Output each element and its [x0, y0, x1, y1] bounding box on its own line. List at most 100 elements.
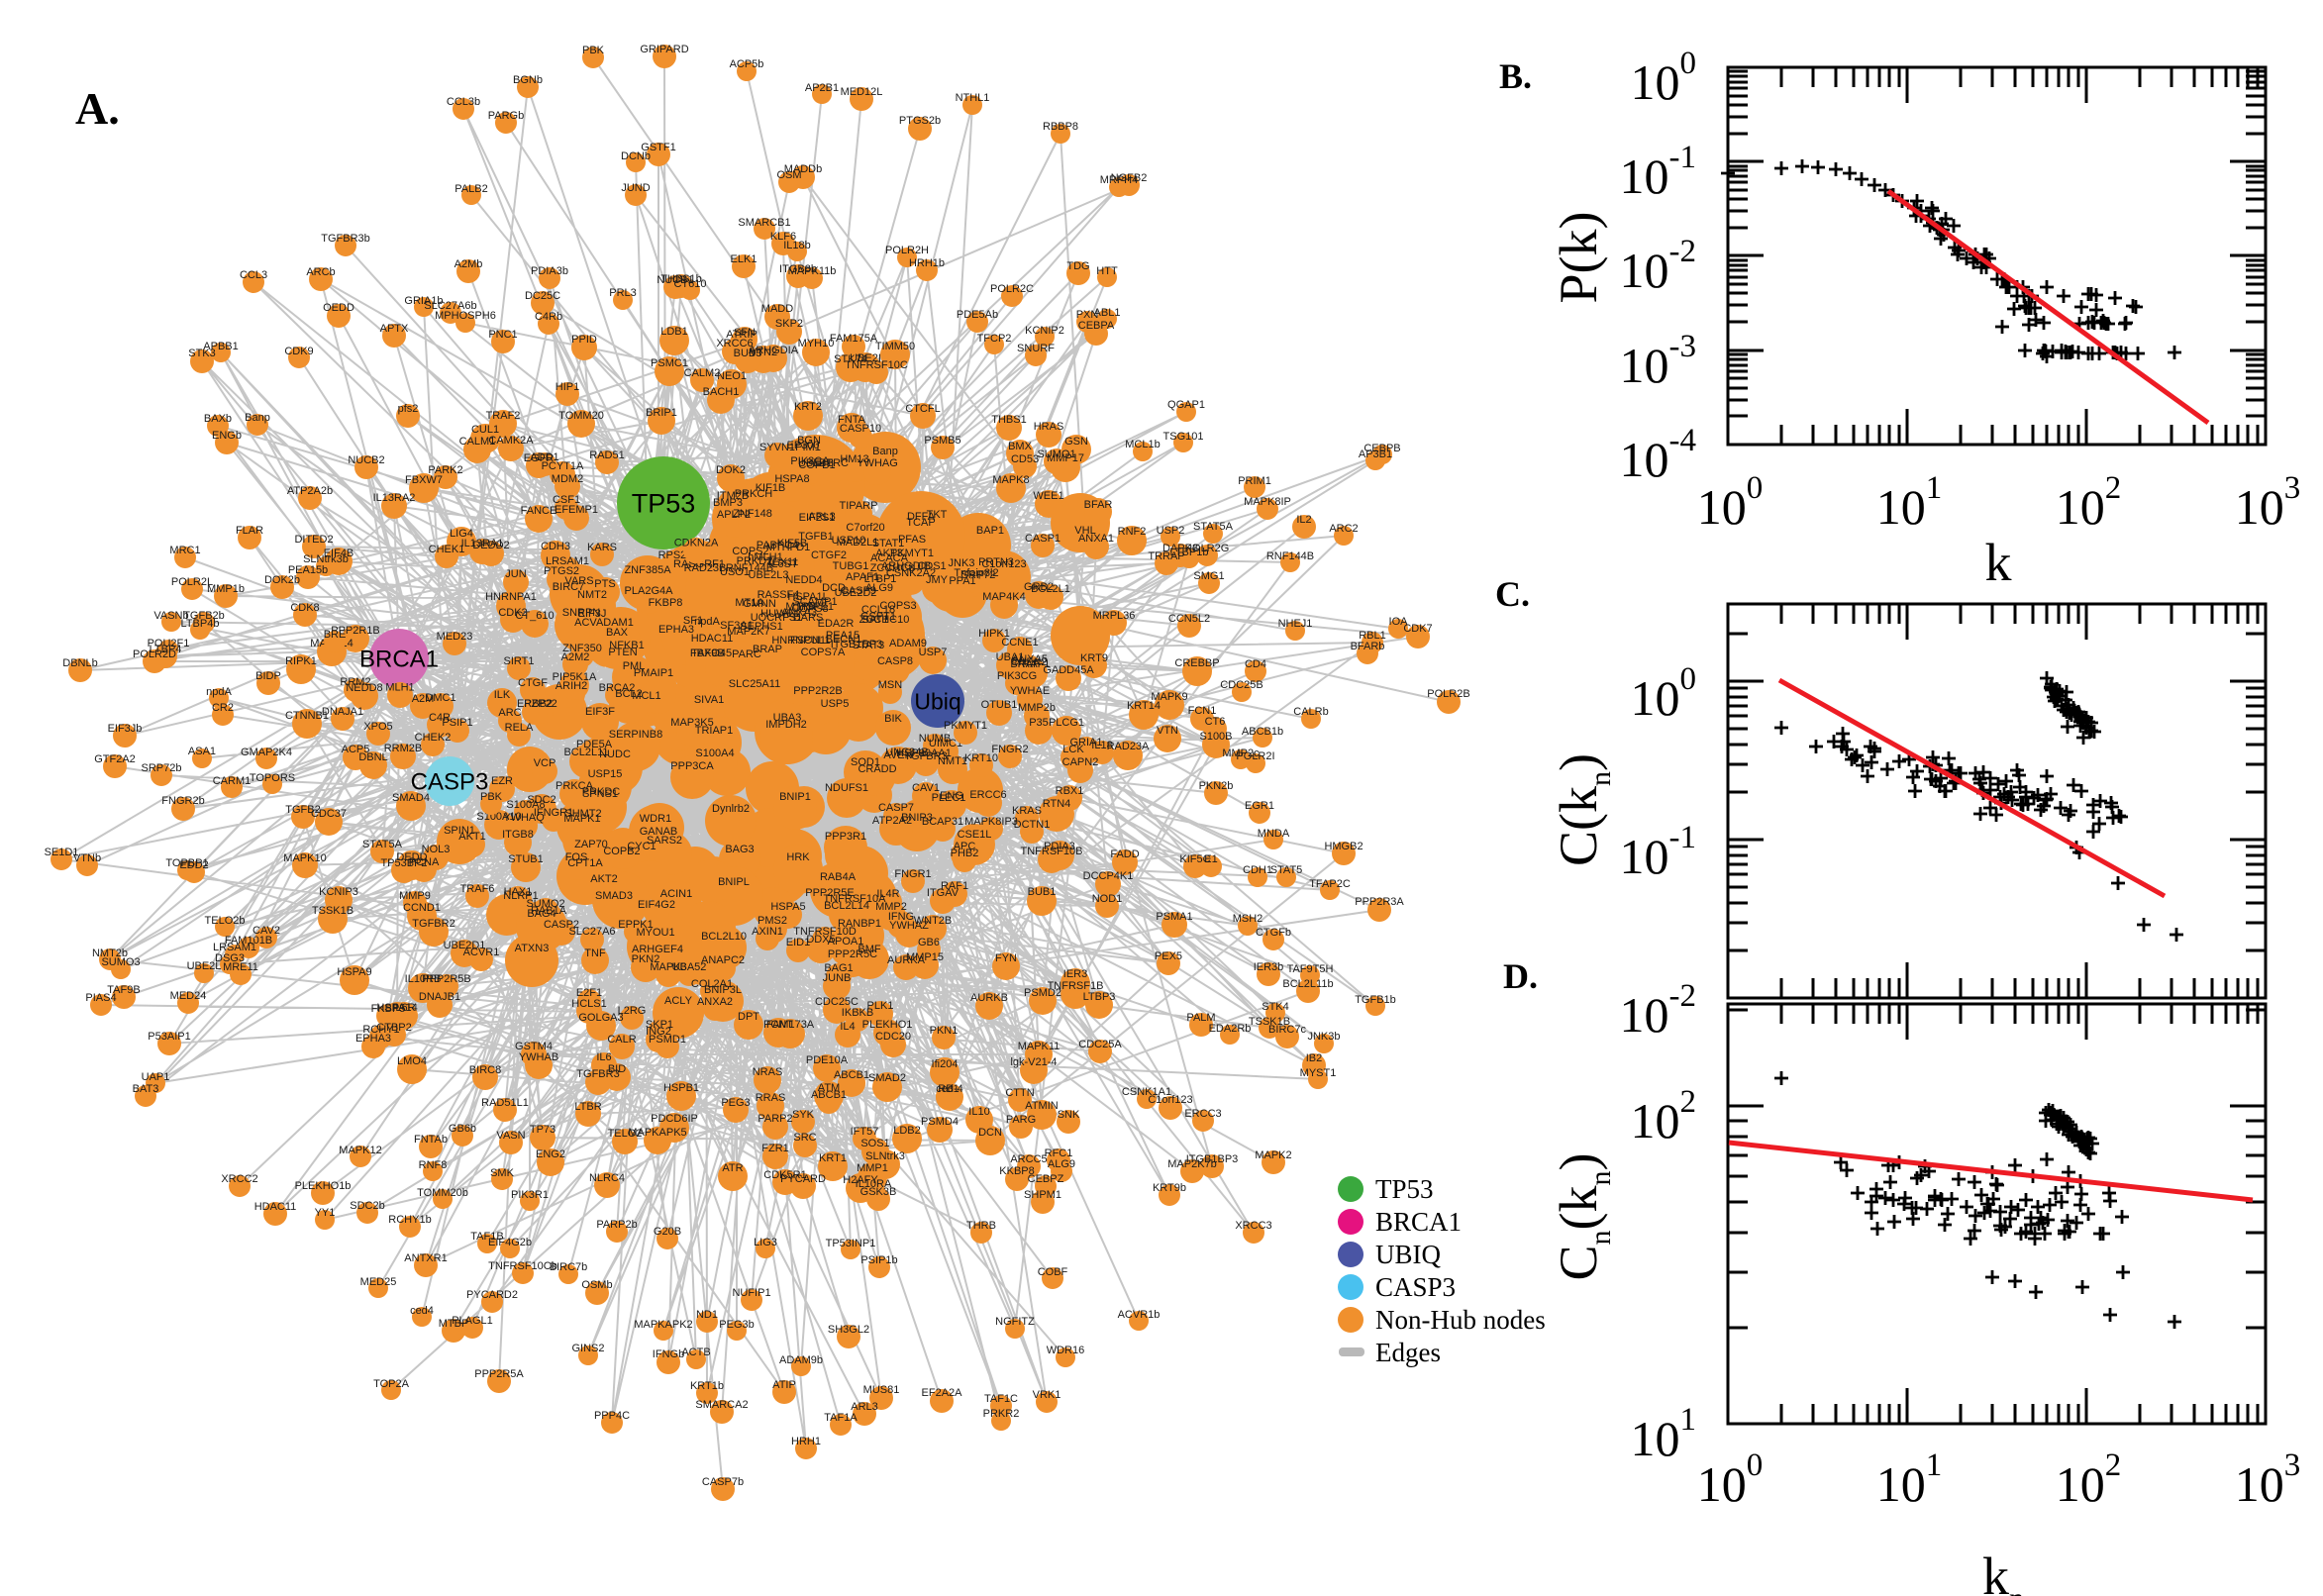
svg-text:THBS1: THBS1: [991, 414, 1026, 426]
svg-text:CDC25A: CDC25A: [1078, 1039, 1122, 1050]
svg-text:BUB1: BUB1: [1028, 886, 1057, 898]
svg-text:pfs2: pfs2: [398, 403, 419, 415]
svg-text:ENGb: ENGb: [212, 430, 242, 442]
svg-text:NUCB2: NUCB2: [348, 454, 384, 466]
svg-text:NRAS: NRAS: [753, 1066, 783, 1078]
svg-text:BCL2L1: BCL2L1: [1031, 583, 1070, 595]
svg-text:SKP1: SKP1: [646, 1019, 673, 1031]
svg-text:POU2F1: POU2F1: [148, 638, 190, 649]
svg-text:DCNb: DCNb: [621, 150, 651, 162]
svg-text:PKMYT1: PKMYT1: [944, 720, 987, 732]
svg-text:PIK3CA: PIK3CA: [790, 455, 830, 467]
svg-text:PSIP1b: PSIP1b: [860, 1254, 897, 1266]
svg-text:POLR2B: POLR2B: [1427, 688, 1469, 700]
svg-text:PALM: PALM: [1186, 1012, 1215, 1024]
svg-text:UBE2D2: UBE2D2: [835, 587, 877, 599]
svg-text:ENG2: ENG2: [536, 1148, 565, 1160]
svg-text:TUBG1: TUBG1: [833, 560, 869, 572]
svg-text:MT1A: MT1A: [735, 597, 764, 609]
svg-text:EIF4G2b: EIF4G2b: [488, 1237, 532, 1248]
svg-text:MSN: MSN: [878, 679, 903, 691]
svg-text:VTN2: VTN2: [750, 347, 777, 358]
svg-text:CCL18: CCL18: [861, 604, 895, 616]
svg-text:JUNB: JUNB: [823, 972, 852, 984]
svg-text:JNK3b: JNK3b: [1307, 1031, 1340, 1043]
svg-text:ELK1: ELK1: [731, 253, 758, 265]
svg-text:MMP2: MMP2: [875, 901, 907, 913]
svg-text:SMARCB1: SMARCB1: [738, 217, 790, 229]
svg-text:ING2: ING2: [646, 1026, 671, 1038]
svg-text:SMAD2: SMAD2: [868, 1072, 906, 1084]
svg-text:CD4: CD4: [1245, 658, 1266, 670]
svg-text:KRAS: KRAS: [1012, 805, 1042, 817]
svg-text:MAPKAPK5: MAPKAPK5: [628, 1127, 686, 1139]
svg-text:PABPC4: PABPC4: [757, 540, 799, 551]
svg-text:CASP7: CASP7: [878, 802, 914, 814]
svg-text:FAM173A: FAM173A: [766, 1019, 815, 1031]
svg-text:IMPDH2: IMPDH2: [765, 719, 807, 731]
svg-text:RNF144B: RNF144B: [1266, 550, 1314, 562]
svg-text:GTF2A2: GTF2A2: [94, 753, 136, 765]
svg-text:MAPK11b: MAPK11b: [788, 265, 837, 277]
svg-text:C4Rb: C4Rb: [535, 311, 562, 323]
svg-text:NMT2b: NMT2b: [92, 948, 128, 959]
svg-text:MMP9: MMP9: [399, 890, 431, 902]
svg-text:CAV1: CAV1: [912, 782, 940, 794]
svg-text:QGAP1: QGAP1: [1167, 399, 1205, 411]
svg-text:TOPORS: TOPORS: [250, 772, 295, 784]
svg-text:CDC37: CDC37: [311, 808, 347, 820]
svg-text:PEA15: PEA15: [826, 630, 859, 642]
svg-text:POLR2C: POLR2C: [990, 283, 1034, 295]
svg-text:APTX: APTX: [380, 323, 409, 335]
svg-text:H2AFY: H2AFY: [843, 1174, 878, 1186]
svg-text:10-2: 10-2: [1620, 978, 1697, 1043]
svg-text:Dynlrb2: Dynlrb2: [712, 803, 750, 815]
svg-text:ZNF148: ZNF148: [733, 508, 772, 520]
svg-text:STAT5: STAT5: [1270, 864, 1303, 876]
svg-text:CDH3: CDH3: [541, 541, 570, 552]
svg-text:IER3: IER3: [1063, 968, 1087, 980]
svg-text:CRADD: CRADD: [858, 763, 896, 775]
svg-text:10-3: 10-3: [1620, 329, 1697, 393]
svg-text:SLC25A11: SLC25A11: [729, 678, 780, 690]
svg-text:BIDP: BIDP: [255, 670, 281, 682]
svg-text:PPP2R5A: PPP2R5A: [474, 1368, 524, 1380]
svg-text:LRSAM1: LRSAM1: [213, 942, 256, 953]
svg-text:PDE5A: PDE5A: [576, 739, 613, 750]
svg-text:POLR2H: POLR2H: [885, 245, 929, 256]
svg-text:XRCC6: XRCC6: [716, 338, 753, 349]
svg-text:DPT: DPT: [738, 1011, 759, 1023]
svg-text:BAG4: BAG4: [527, 908, 556, 920]
svg-text:CSNK1A1: CSNK1A1: [1122, 1086, 1171, 1098]
svg-text:FKBP5: FKBP5: [371, 1003, 406, 1015]
svg-text:TGFBR3: TGFBR3: [576, 1068, 619, 1080]
svg-text:POLR2I: POLR2I: [1236, 750, 1274, 762]
svg-text:ITM2B: ITM2B: [717, 490, 749, 502]
svg-text:STAT3: STAT3: [853, 640, 885, 651]
svg-text:PKMYT1: PKMYT1: [890, 548, 934, 559]
svg-text:SOD1: SOD1: [851, 756, 880, 768]
svg-text:MAPK8IP3: MAPK8IP3: [964, 816, 1018, 828]
svg-text:MMP2b: MMP2b: [1018, 702, 1056, 714]
svg-text:MAPK8IP: MAPK8IP: [1244, 496, 1291, 508]
svg-text:BNIPL: BNIPL: [718, 876, 750, 888]
svg-text:PLEKHO1: PLEKHO1: [862, 1019, 913, 1031]
svg-text:KRT14: KRT14: [1127, 700, 1161, 712]
svg-text:ANXA3: ANXA3: [781, 607, 817, 619]
svg-text:SNK: SNK: [1058, 1109, 1080, 1121]
svg-text:RAD23B: RAD23B: [684, 562, 727, 574]
svg-text:PCNA: PCNA: [409, 856, 440, 868]
svg-text:EF2A2A: EF2A2A: [922, 1387, 963, 1399]
svg-text:HCLS1: HCLS1: [571, 998, 606, 1010]
svg-text:ABCB1: ABCB1: [811, 1089, 847, 1101]
svg-text:L2RG: L2RG: [618, 1005, 647, 1017]
svg-text:TIMM50: TIMM50: [875, 341, 915, 352]
svg-text:10-2: 10-2: [1620, 234, 1697, 298]
svg-text:RNF2: RNF2: [1118, 526, 1147, 538]
svg-text:FBXW7: FBXW7: [405, 474, 443, 486]
svg-text:KRT10: KRT10: [964, 752, 998, 764]
svg-text:BIRC7c: BIRC7c: [1268, 1024, 1306, 1036]
svg-text:TGFB1: TGFB1: [798, 531, 833, 543]
svg-text:GMNN: GMNN: [743, 598, 776, 610]
svg-text:LTBP3: LTBP3: [1083, 991, 1116, 1003]
